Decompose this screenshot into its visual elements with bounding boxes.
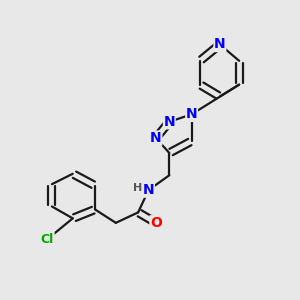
Text: N: N bbox=[186, 107, 197, 121]
Text: N: N bbox=[214, 38, 226, 52]
Text: O: O bbox=[150, 216, 162, 230]
Text: H: H bbox=[133, 183, 142, 193]
Text: N: N bbox=[150, 131, 162, 145]
Text: N: N bbox=[164, 115, 175, 129]
Text: Cl: Cl bbox=[41, 233, 54, 246]
Text: N: N bbox=[143, 183, 154, 197]
